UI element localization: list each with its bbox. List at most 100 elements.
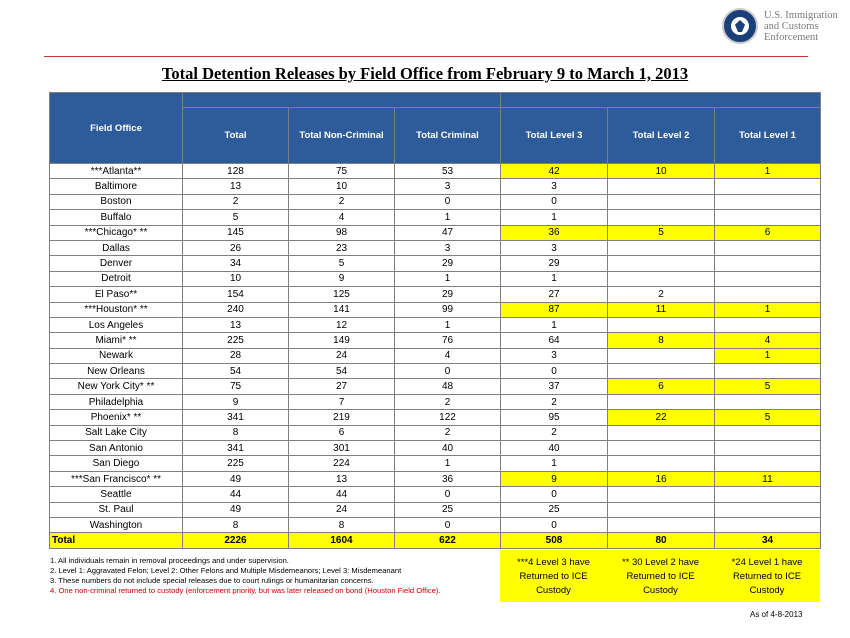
cell-total: 225 [182,332,289,349]
cell-criminal: 99 [394,301,501,318]
cell-total: 49 [182,470,289,488]
header-total-level2: Total Level 2 [607,107,715,164]
cell-level3: 40 [500,440,608,457]
cell-noncriminal: 7 [288,393,395,411]
cell-level1: 4 [714,332,821,349]
footnote-2: 2. Level 1: Aggravated Felon; Level 2: O… [50,566,402,575]
cell-field-office: Phoenix* ** [49,409,183,426]
cell-total: 75 [182,378,289,395]
cell-level1: 5 [714,409,821,426]
cell-criminal: 53 [394,162,501,180]
cell-noncriminal: 23 [288,239,395,257]
table-row: ***San Francisco* ** 49 13 36 9 16 11 [49,470,821,488]
cell-level2: 8 [607,332,715,349]
header-total-criminal: Total Criminal [394,107,501,164]
table-row: ***Houston* ** 240 141 99 87 11 1 [49,301,821,318]
cell-level2 [607,516,715,534]
cell-level1 [714,363,821,380]
table-row: Boston 2 2 0 0 [49,193,821,211]
table-row: Denver 34 5 29 29 [49,255,821,272]
cell-level3: 1 [500,209,608,226]
cell-criminal: 48 [394,378,501,395]
cell-level3: 3 [500,347,608,365]
cell-level2: 22 [607,409,715,426]
cell-level1 [714,440,821,457]
level2-return-note: ** 30 Level 2 have Returned to ICE Custo… [607,550,714,602]
cell-noncriminal: 24 [288,501,395,518]
cell-level3: 1 [500,455,608,472]
cell-noncriminal: 12 [288,316,395,334]
cell-level1 [714,393,821,411]
cell-field-office: Denver [49,255,183,272]
cell-level1 [714,316,821,334]
cell-level3: 42 [500,162,608,180]
cell-criminal: 0 [394,193,501,211]
releases-table: Field Office Total Total Non-Criminal To… [49,92,821,549]
table-row: Baltimore 13 10 3 3 [49,178,821,195]
cell-criminal: 47 [394,224,501,241]
cell-total: 34 [182,255,289,272]
cell-level2: 6 [607,378,715,395]
cell-level2 [607,455,715,472]
cell-level2 [607,393,715,411]
cell-criminal: 1 [394,270,501,288]
cell-noncriminal: 6 [288,424,395,442]
cell-field-office: New York City* ** [49,378,183,395]
table-row: Newark 28 24 4 3 1 [49,347,821,365]
level3-note-line1: ***4 Level 3 have [517,557,590,568]
cell-total: 2 [182,193,289,211]
total-cell-total: 2226 [182,532,289,549]
table-row: Detroit 10 9 1 1 [49,270,821,288]
cell-total: 128 [182,162,289,180]
header-field-office: Field Office [49,92,183,164]
table-row: El Paso** 154 125 29 27 2 [49,286,821,303]
table-row: Dallas 26 23 3 3 [49,239,821,257]
cell-noncriminal: 5 [288,255,395,272]
cell-field-office: Buffalo [49,209,183,226]
level2-note-line2: Returned to ICE [626,571,695,582]
total-cell-field-office: Total [49,532,183,549]
cell-criminal: 1 [394,316,501,334]
cell-level1: 1 [714,162,821,180]
ice-logo: U.S. Immigration and Customs Enforcement [722,8,842,50]
agency-name-line2: and Customs [764,21,819,32]
cell-total: 240 [182,301,289,318]
cell-criminal: 122 [394,409,501,426]
cell-total: 49 [182,501,289,518]
cell-criminal: 36 [394,470,501,488]
footnotes: 1. All individuals remain in removal pro… [50,556,500,596]
cell-level3: 2 [500,424,608,442]
cell-noncriminal: 9 [288,270,395,288]
cell-criminal: 3 [394,178,501,195]
cell-criminal: 25 [394,501,501,518]
table-row: St. Paul 49 24 25 25 [49,501,821,518]
cell-criminal: 0 [394,486,501,503]
cell-noncriminal: 98 [288,224,395,241]
level3-note-line2: Returned to ICE [519,571,588,582]
dhs-seal-icon [722,8,758,44]
cell-level3: 27 [500,286,608,303]
header-total-noncriminal: Total Non-Criminal [288,107,395,164]
cell-field-office: Washington [49,516,183,534]
level3-return-note: ***4 Level 3 have Returned to ICE Custod… [500,550,607,602]
table-row: New Orleans 54 54 0 0 [49,363,821,380]
cell-criminal: 0 [394,516,501,534]
cell-level2 [607,255,715,272]
table-row: San Diego 225 224 1 1 [49,455,821,472]
cell-level1: 5 [714,378,821,395]
cell-level2: 16 [607,470,715,488]
cell-field-office: ***Atlanta** [49,162,183,180]
total-cell-level1: 34 [714,532,821,549]
cell-level2 [607,363,715,380]
cell-level3: 1 [500,316,608,334]
cell-level3: 2 [500,393,608,411]
cell-field-office: Boston [49,193,183,211]
cell-criminal: 29 [394,255,501,272]
cell-field-office: New Orleans [49,363,183,380]
cell-criminal: 2 [394,393,501,411]
header-total: Total [182,107,289,164]
total-row: Total 2226 1604 622 508 80 34 [49,532,821,549]
table-body: ***Atlanta** 128 75 53 42 10 1 Baltimore 13 10 3 3 B… [49,162,821,549]
cell-criminal: 2 [394,424,501,442]
cell-total: 5 [182,209,289,226]
